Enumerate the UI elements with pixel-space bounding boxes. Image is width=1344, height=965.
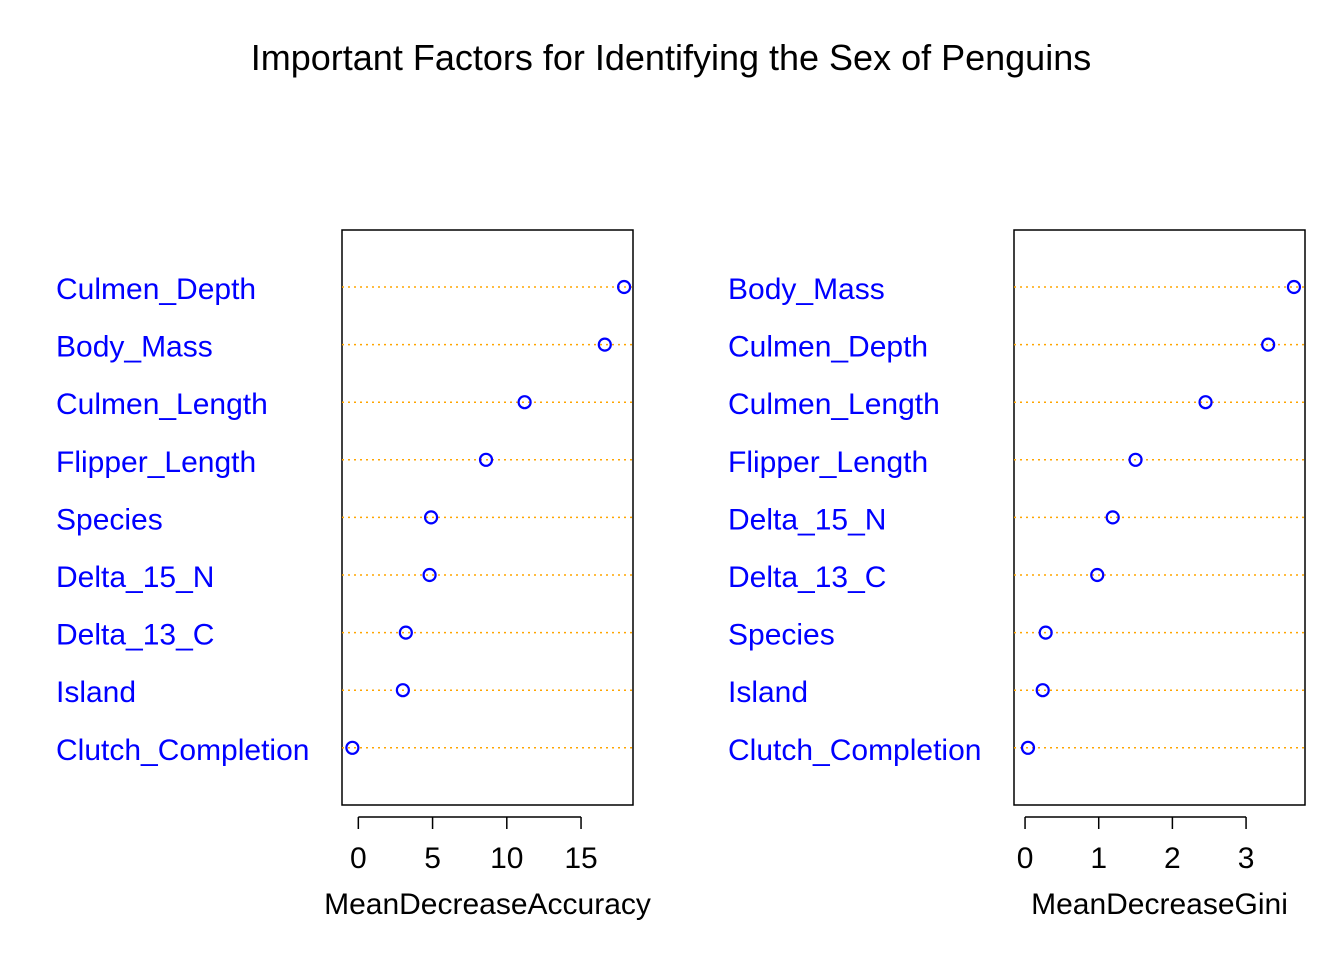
data-point [1038, 625, 1053, 640]
x-axis-title: MeanDecreaseAccuracy [324, 888, 651, 921]
category-label: Clutch_Completion [728, 734, 981, 767]
data-point [1261, 337, 1276, 352]
category-label: Culmen_Depth [56, 273, 256, 306]
data-point [1286, 279, 1302, 295]
data-point [395, 683, 410, 698]
data-point [1090, 567, 1105, 583]
category-label: Delta_15_N [728, 503, 886, 536]
data-point [1105, 510, 1120, 525]
panel-2: Body_Mass Culmen_Depth Culmen_Length Flippe… [728, 229, 1306, 921]
category-label: Island [728, 676, 808, 709]
category-label: Clutch_Completion [56, 734, 309, 767]
category-label: Delta_13_C [728, 561, 886, 594]
x-axis-title: MeanDecreaseGini [1031, 888, 1288, 921]
data-point [345, 740, 360, 755]
category-label: Species [728, 619, 835, 652]
data-point [398, 625, 413, 640]
category-label: Culmen_Length [56, 388, 268, 421]
x-tick-label: 10 [490, 842, 523, 875]
x-tick-label: 1 [1090, 842, 1107, 875]
category-label: Body_Mass [728, 273, 885, 306]
x-tick-label: 2 [1164, 842, 1181, 875]
data-point [423, 510, 439, 525]
panels: Culmen_Depth Body_Mass Culmen_Length Flippe… [56, 229, 1306, 921]
category-label: Culmen_Length [728, 388, 940, 421]
category-label: Body_Mass [56, 331, 213, 364]
x-tick-label: 0 [1017, 842, 1034, 875]
category-label: Island [56, 676, 136, 709]
category-label: Delta_13_C [56, 619, 214, 652]
category-label: Flipper_Length [56, 446, 256, 479]
data-point [616, 279, 632, 295]
data-point [1128, 452, 1143, 467]
data-point [478, 452, 494, 467]
data-point [1198, 395, 1213, 410]
x-tick-label: 3 [1238, 842, 1255, 875]
data-point [422, 567, 437, 583]
category-label: Species [56, 503, 163, 536]
data-point [1020, 740, 1036, 755]
x-tick-label: 0 [350, 842, 367, 875]
category-label: Culmen_Depth [728, 331, 928, 364]
category-label: Flipper_Length [728, 446, 928, 479]
x-tick-label: 5 [424, 842, 441, 875]
panel-1: Culmen_Depth Body_Mass Culmen_Length Flippe… [56, 229, 651, 921]
chart-title: Important Factors for Identifying the Se… [251, 37, 1091, 78]
category-label: Delta_15_N [56, 561, 214, 594]
x-tick-label: 15 [564, 842, 597, 875]
data-point [1035, 683, 1050, 698]
data-point [597, 337, 612, 352]
data-point [517, 395, 532, 410]
